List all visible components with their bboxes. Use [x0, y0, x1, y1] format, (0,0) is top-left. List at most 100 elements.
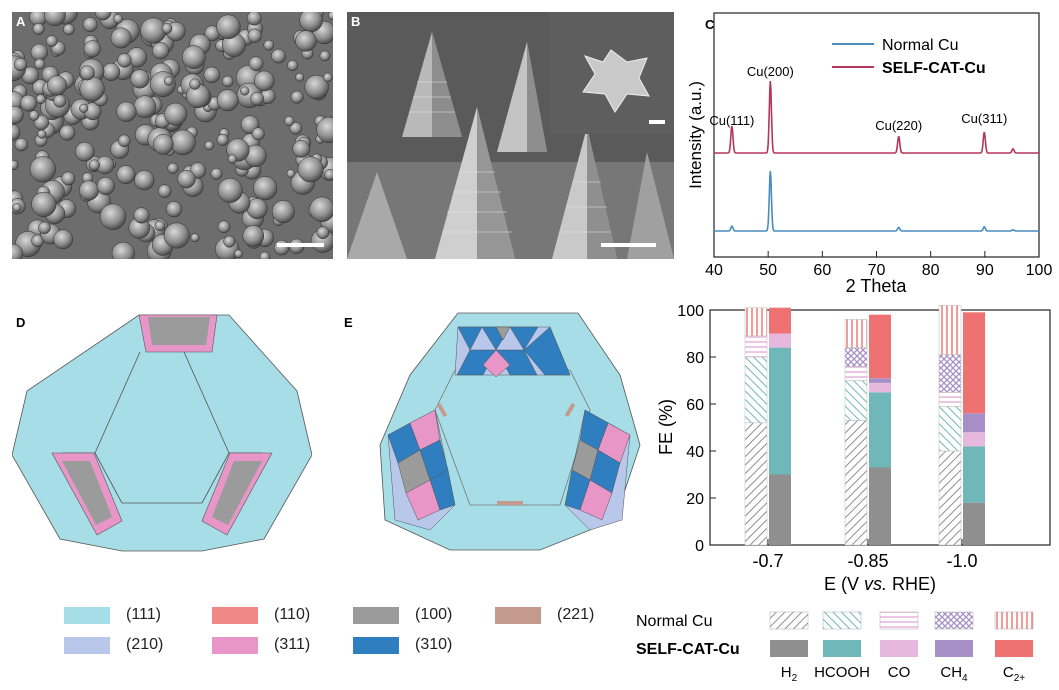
xrd-series-normal-cu: [714, 170, 1039, 232]
fe-bar-self-hcooh: [963, 446, 985, 503]
fe-bar-normal-h2: [844, 420, 868, 546]
fe-bar-self-c2plus: [869, 314, 891, 379]
swatch-110: [212, 606, 258, 624]
swatch-311: [212, 636, 258, 654]
xrd-legend: Normal Cu SELF-CAT-Cu: [832, 37, 986, 77]
fe-x-label: E (V vs. RHE): [824, 574, 936, 594]
facet-100-right: [212, 461, 262, 525]
fe-bar-normal-c2plus: [938, 305, 962, 355]
xrd-peak-label: Cu(220): [875, 118, 922, 133]
fe-category-label: -1.0: [946, 551, 977, 571]
fe-bar-normal-h2: [938, 450, 962, 546]
facet-legend-item: (110): [212, 606, 310, 624]
xrd-tick-label: 100: [1026, 262, 1053, 279]
xrd-x-label: 2 Theta: [846, 276, 908, 296]
fe-bar-self-hcooh: [769, 347, 791, 475]
swatch-210: [64, 636, 110, 654]
fe-tick-label: 100: [677, 305, 704, 320]
legend-product-label: HCOOH: [814, 664, 870, 681]
swatch-221: [495, 606, 541, 624]
facet-221-bottom: [497, 501, 523, 505]
panel-label-b: B: [351, 14, 361, 29]
fe-bar-normal-ch4: [938, 354, 962, 393]
fe-bar-self-h2: [769, 474, 791, 545]
xrd-axes-frame: [713, 12, 1040, 258]
fe-tick-label: 20: [686, 491, 704, 508]
facet-100-top: [148, 317, 210, 345]
fe-bar-self-ch4: [963, 413, 985, 433]
legend-product-label: CH4: [940, 664, 968, 684]
facet-221-right: [564, 402, 576, 418]
legend-product-label: C2+: [1003, 664, 1025, 684]
legend-swatch-self-hcooh: [823, 640, 861, 657]
xrd-series-self-cat-cu: [714, 80, 1039, 154]
fe-bar-normal-co: [744, 335, 768, 358]
fe-bar-self-ch4: [869, 378, 891, 383]
xrd-chart: C 40 50 60 70 80 90 100 2 Theta Intensity (a.u…: [686, 12, 1053, 296]
sem-image-normal-cu: A: [12, 12, 333, 259]
legend-swatch-self-co: [880, 640, 918, 657]
legend-swatch-normal-ch4: [934, 611, 974, 630]
fe-bar-normal-hcooh: [938, 406, 962, 452]
legend-swatch-normal-h2: [769, 611, 809, 630]
fe-bar-normal-h2: [744, 422, 768, 546]
crystal-model-normal-cu: D: [12, 314, 312, 552]
fe-y-ticks: 0 20 40 60 80 100: [677, 305, 716, 555]
scale-bar-a: [277, 243, 324, 247]
xrd-peak-label: Cu(111): [709, 113, 754, 128]
legend-swatch-self-ch4: [935, 640, 973, 657]
product-legend-normal-label: Normal Cu: [636, 613, 712, 630]
fe-bar-normal-ch4: [844, 347, 868, 367]
fe-category-label: -0.7: [752, 551, 783, 571]
swatch-111: [64, 606, 110, 624]
legend-product-label: H2: [781, 664, 798, 684]
panel-label-d: D: [16, 315, 25, 330]
product-legend-self-label: SELF-CAT-Cu: [636, 641, 740, 658]
legend-label-self-cat-cu: SELF-CAT-Cu: [882, 60, 986, 77]
sem-texture-b: [347, 12, 674, 259]
fe-category-label: -0.85: [847, 551, 888, 571]
legend-swatch-normal-co: [879, 611, 919, 630]
legend-swatch-normal-hcooh: [822, 611, 862, 630]
panel-label-c: C: [705, 17, 715, 32]
facet-legend-item: (210): [64, 636, 163, 654]
xrd-tick-label: 90: [976, 262, 994, 279]
xrd-peak-label: Cu(311): [961, 111, 1007, 126]
sem-image-self-cat-cu: B: [347, 12, 674, 259]
fe-y-label: FE (%): [656, 399, 676, 455]
fe-bar-normal-co: [844, 366, 868, 381]
legend-swatch-self-h2: [770, 640, 808, 657]
xrd-peak-label: Cu(200): [747, 64, 794, 79]
sem-texture-a: [12, 12, 333, 259]
facet-legend-item: (311): [212, 636, 310, 654]
fe-tick-label: 80: [686, 350, 704, 367]
spike-cones: [347, 32, 674, 259]
xrd-tick-label: 50: [759, 262, 777, 279]
xrd-tick-label: 40: [705, 262, 723, 279]
fe-bar-self-c2plus: [769, 307, 791, 334]
legend-swatch-self-c2plus: [995, 640, 1033, 657]
fe-bar-normal-hcooh: [844, 380, 868, 421]
fe-bar-normal-c2plus: [744, 307, 768, 337]
fe-tick-label: 0: [695, 538, 704, 555]
fe-bar-normal-hcooh: [744, 356, 768, 424]
fe-bar-self-co: [963, 432, 985, 447]
product-legend: Normal Cu SELF-CAT-Cu H2 HCOOH CO CH4 C2+: [636, 611, 1034, 684]
fe-bar-self-c2plus: [963, 312, 985, 414]
xrd-tick-label: 80: [922, 262, 940, 279]
facet-legend-item: (111): [64, 606, 161, 624]
xrd-tick-label: 70: [868, 262, 886, 279]
facet-221-left: [436, 402, 448, 418]
facet-100-left: [62, 461, 112, 525]
facet-legend-item: (310): [353, 636, 452, 654]
swatch-310: [353, 636, 399, 654]
fe-bar-self-co: [869, 382, 891, 393]
facet-legend-item: (100): [353, 606, 452, 624]
facet-legend: (111) (110) (100) (221) (210) (311) (310…: [60, 600, 620, 670]
legend-product-label: CO: [888, 664, 911, 681]
legend-label-normal-cu: Normal Cu: [882, 37, 958, 54]
panel-label-a: A: [16, 14, 26, 29]
facet-legend-item: (221): [495, 606, 594, 624]
fe-bar-self-co: [769, 333, 791, 348]
fe-bar-self-h2: [963, 502, 985, 545]
